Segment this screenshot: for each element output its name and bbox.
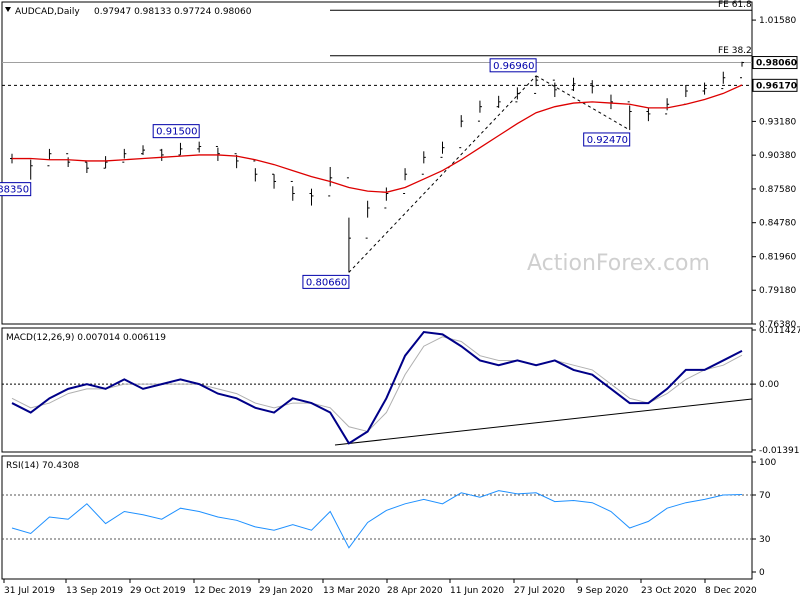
rsi-panel-bg <box>2 456 752 579</box>
rsi-axis-label: 70 <box>759 491 771 501</box>
last-price-tag-text: 0.98060 <box>756 59 797 69</box>
point-label-box <box>583 132 631 147</box>
date-axis-label: 28 Apr 2020 <box>387 586 443 596</box>
date-axis: 31 Jul 2019 13 Sep 2019 29 Oct 2019 12 Dec … <box>3 579 757 596</box>
price-axis-label: 0.81960 <box>759 253 796 263</box>
support-price-tag-text: 0.96170 <box>756 81 797 91</box>
rsi-axis-label: 0 <box>759 568 765 578</box>
date-axis-label: 9 Sep 2020 <box>577 586 629 596</box>
point-label-text: 0.92470 <box>587 135 628 146</box>
last-price-tag <box>752 56 798 70</box>
price-axis-label: 0.84780 <box>759 219 796 229</box>
dropdown-triangle-icon[interactable] <box>5 7 11 12</box>
macd-axis-label: 0.011427 <box>759 326 800 336</box>
macd-axis-label: -0.01391 <box>759 446 799 456</box>
date-axis-label: 8 Dec 2020 <box>705 586 757 596</box>
date-axis-label: 31 Jul 2019 <box>4 586 55 596</box>
fe-38-2-label: FE 38.2 <box>718 46 752 56</box>
date-axis-label: 23 Oct 2020 <box>641 586 697 596</box>
date-axis-label: 29 Jan 2020 <box>259 586 313 596</box>
price-axis-label: 0.87580 <box>759 185 796 195</box>
rsi-header: RSI(14) 70.4308 <box>6 461 79 471</box>
macd-panel-bg <box>2 328 752 452</box>
price-axis-label: 1.01580 <box>759 16 796 26</box>
point-labels: 0.96960 0.91500 0.88350 0.92470 0.80660 <box>0 58 631 289</box>
macd-line <box>11 330 743 445</box>
macd-trend-line <box>334 398 753 446</box>
point-label-text: 0.91500 <box>156 127 197 138</box>
chart-header-ohlc: 0.97947 0.98133 0.97724 0.98060 <box>94 7 252 17</box>
macd-header: MACD(12,26,9) 0.007014 0.006119 <box>6 333 166 343</box>
point-label-text: 0.88350 <box>0 185 29 196</box>
point-label-box <box>152 124 200 139</box>
main-panel-border <box>1 1 753 325</box>
price-axis-label: 0.93180 <box>759 117 796 127</box>
macd-panel-border <box>1 327 753 453</box>
macd-axis: 0.011427 0.00 -0.01391 <box>752 326 800 456</box>
date-axis-label: 29 Oct 2019 <box>130 586 186 596</box>
date-axis-label: 13 Mar 2020 <box>323 586 380 596</box>
rsi-axis-label: 30 <box>759 535 771 545</box>
date-axis-label: 13 Sep 2019 <box>66 586 123 596</box>
point-label-text: 0.80660 <box>306 277 347 288</box>
date-axis-label: 11 Jun 2020 <box>450 586 504 596</box>
watermark: ActionForex.com <box>527 251 710 276</box>
price-axis-label: 0.90380 <box>759 151 796 161</box>
price-axis-label: 0.79180 <box>759 286 796 296</box>
candles <box>10 61 744 273</box>
rsi-line <box>11 490 743 549</box>
date-axis-label: 27 Jul 2020 <box>514 586 565 596</box>
point-label-box <box>302 274 350 289</box>
price-axis-label: 0.76380 <box>759 320 796 330</box>
fe-61-8-label: FE 61.8 <box>718 0 752 10</box>
point-label-box <box>489 58 537 73</box>
point-label-text: 0.96960 <box>493 61 534 72</box>
chart-header-symbol: AUDCAD,Daily <box>15 7 80 17</box>
macd-axis-label: 0.00 <box>759 380 779 390</box>
moving-average-line <box>12 84 743 193</box>
price-axis: 1.015800.982700.931800.903800.875800.847… <box>752 16 796 330</box>
rsi-axis: 100 70 30 0 <box>752 458 776 578</box>
rsi-panel-border <box>1 455 753 580</box>
support-price-tag <box>752 78 798 92</box>
point-label-box <box>0 182 32 197</box>
rsi-axis-label: 100 <box>759 458 776 468</box>
date-axis-label: 12 Dec 2019 <box>194 586 252 596</box>
